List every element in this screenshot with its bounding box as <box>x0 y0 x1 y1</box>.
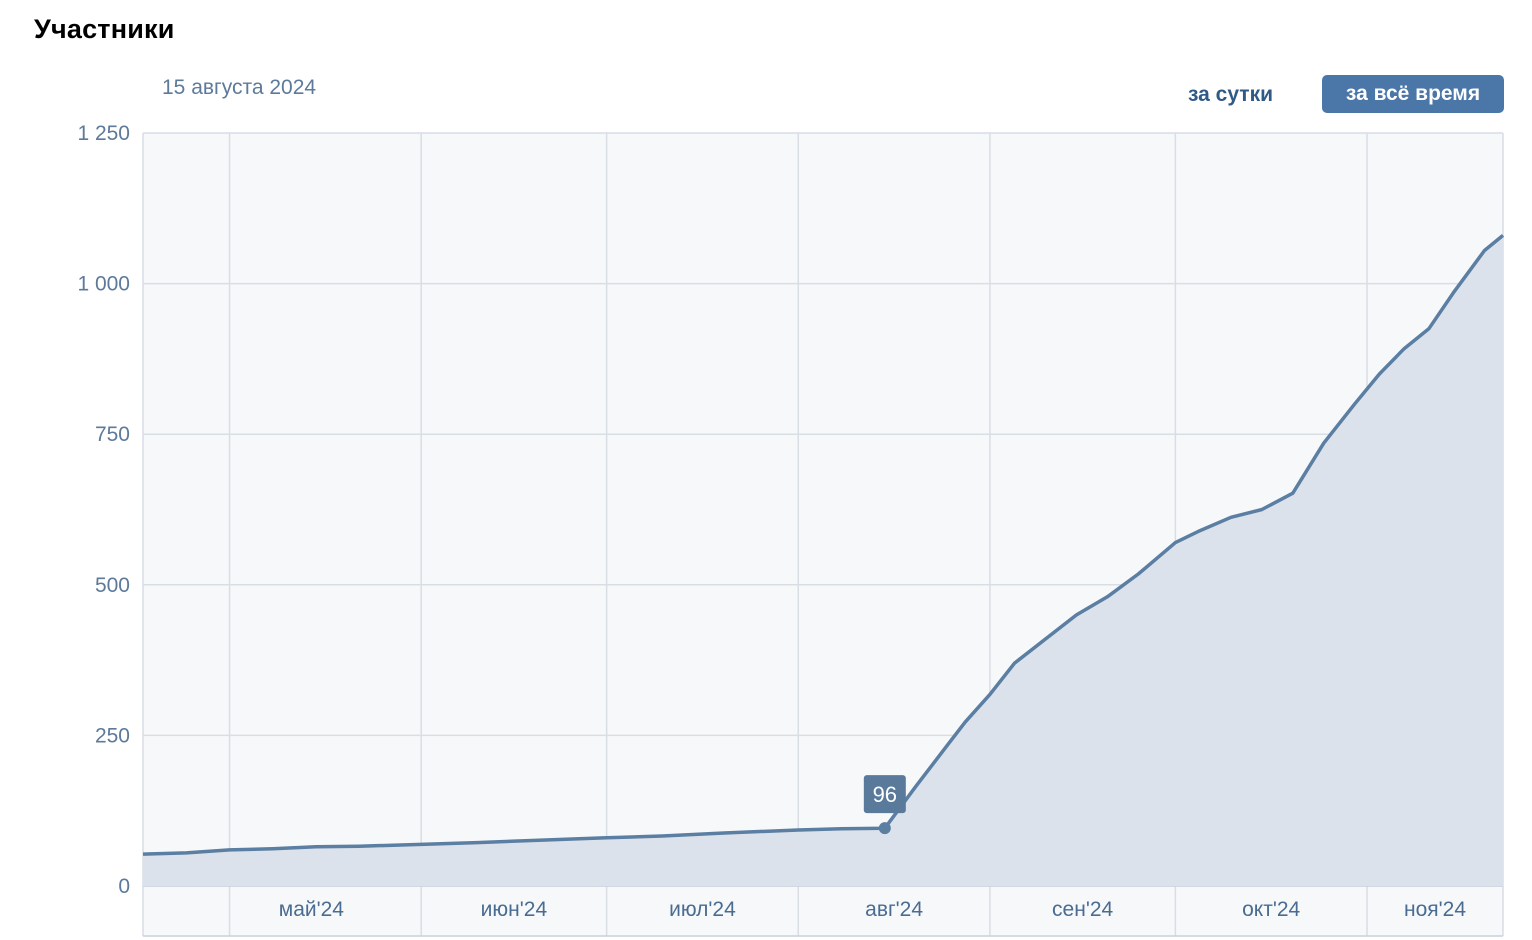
x-tick-label: июл'24 <box>669 898 736 921</box>
y-axis-ticks: 0 250 500 750 1 000 1 250 <box>77 122 130 898</box>
tooltip: 96 <box>863 775 906 835</box>
y-tick-label: 250 <box>95 724 130 747</box>
selected-date-label: 15 августа 2024 <box>162 76 317 99</box>
series-line <box>142 234 1505 856</box>
y-tick-label: 0 <box>118 875 130 898</box>
y-tick-label: 1 000 <box>77 273 130 296</box>
tooltip-box <box>863 775 906 814</box>
x-tick-label: сен'24 <box>1052 898 1113 921</box>
x-tick-label: июн'24 <box>481 898 548 921</box>
y-tick-label: 750 <box>95 423 130 446</box>
x-tick-label: май'24 <box>279 898 345 921</box>
x-tick-label: ноя'24 <box>1404 898 1466 921</box>
period-all-time-button[interactable]: за всё время <box>1322 75 1504 113</box>
x-tick-label: авг'24 <box>865 898 923 921</box>
period-day-button[interactable]: за сутки <box>1188 83 1273 106</box>
x-tick-label: окт'24 <box>1242 898 1300 921</box>
y-tick-label: 1 250 <box>77 122 130 145</box>
y-tick-label: 500 <box>95 574 130 597</box>
tooltip-value: 96 <box>873 782 897 807</box>
tooltip-point <box>878 822 891 835</box>
x-axis-ticks: май'24 июн'24 июл'24 авг'24 сен'24 окт'24 ноя'… <box>279 898 1467 921</box>
page-title: Участники <box>34 14 175 44</box>
series-area <box>143 235 1503 886</box>
